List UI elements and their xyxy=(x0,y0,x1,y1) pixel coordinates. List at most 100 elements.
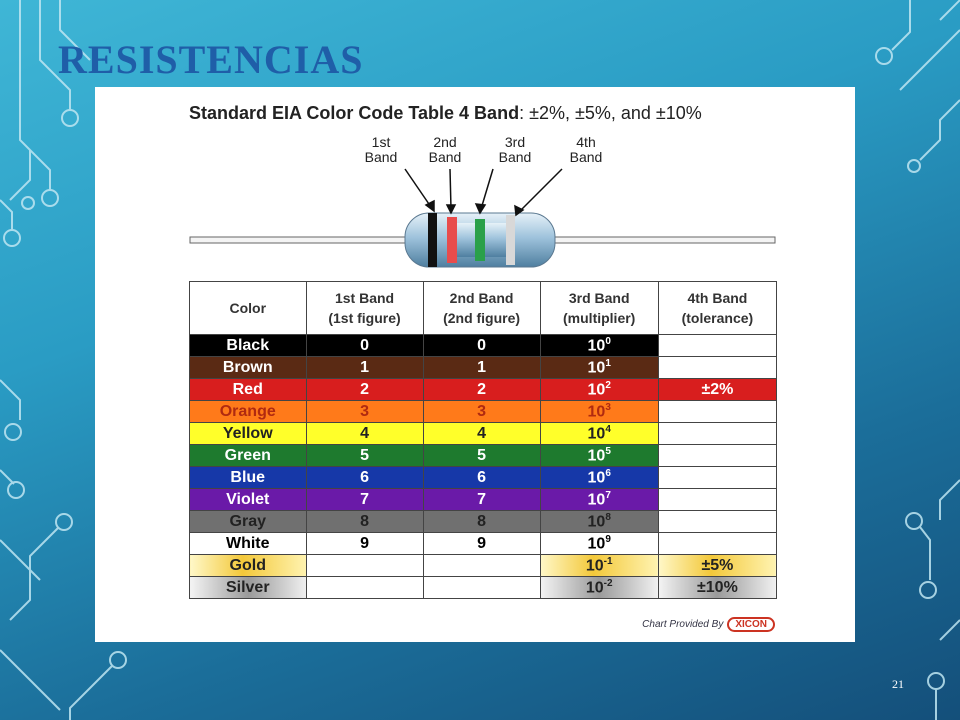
color-code-table: Color 1st Band (1st figure) 2nd Band (2nd … xyxy=(189,281,778,599)
band-1-black xyxy=(428,213,437,267)
table-row: Black 0 0 100 xyxy=(189,334,778,357)
cell-1st-figure: 5 xyxy=(305,444,424,467)
cell-multiplier: 107 xyxy=(539,488,659,511)
cell-multiplier: 10-2 xyxy=(539,576,659,599)
band-label-4: 4th Band xyxy=(569,134,603,165)
cell-2nd-figure: 8 xyxy=(422,510,541,533)
multiplier-exponent: 3 xyxy=(605,401,611,413)
band-label-2: 2nd Band xyxy=(428,134,462,165)
cell-tolerance xyxy=(657,400,778,423)
header-1st-band: 1st Band (1st figure) xyxy=(305,281,424,335)
multiplier-base: 10 xyxy=(585,557,604,575)
band-3-green xyxy=(475,219,485,261)
cell-tolerance xyxy=(657,466,778,489)
multiplier-base: 10 xyxy=(587,403,606,421)
table-header-row: Color 1st Band (1st figure) 2nd Band (2nd … xyxy=(189,281,778,335)
cell-2nd-figure: 0 xyxy=(422,334,541,357)
resistor-body xyxy=(404,212,556,268)
cell-color: Brown xyxy=(189,356,307,379)
multiplier-exponent: 4 xyxy=(605,423,611,435)
cell-color: Silver xyxy=(189,576,307,599)
cell-2nd-figure: 6 xyxy=(422,466,541,489)
cell-multiplier: 108 xyxy=(539,510,659,533)
cell-multiplier: 106 xyxy=(539,466,659,489)
cell-color: Violet xyxy=(189,488,307,511)
cell-1st-figure xyxy=(305,576,424,599)
header-2nd-band: 2nd Band (2nd figure) xyxy=(422,281,541,335)
band-4-silver xyxy=(506,215,515,265)
cell-1st-figure: 2 xyxy=(305,378,424,401)
cell-multiplier: 103 xyxy=(539,400,659,423)
table-row: Brown 1 1 101 xyxy=(189,356,778,379)
chart-title-band: 4 Band xyxy=(459,103,520,123)
table-row: Red 2 2 102 ±2% xyxy=(189,378,778,401)
cell-1st-figure: 3 xyxy=(305,400,424,423)
resistor-illustration xyxy=(189,168,776,268)
cell-multiplier: 105 xyxy=(539,444,659,467)
table-row: Gray 8 8 108 xyxy=(189,510,778,533)
cell-color: Blue xyxy=(189,466,307,489)
multiplier-exponent: 2 xyxy=(605,379,611,391)
cell-color: Yellow xyxy=(189,422,307,445)
multiplier-exponent: -2 xyxy=(603,577,613,589)
cell-2nd-figure xyxy=(422,554,541,577)
multiplier-base: 10 xyxy=(587,381,606,399)
multiplier-exponent: 0 xyxy=(605,335,611,347)
cell-2nd-figure: 2 xyxy=(422,378,541,401)
cell-2nd-figure: 5 xyxy=(422,444,541,467)
table-row: Silver 10-2 ±10% xyxy=(189,576,778,599)
cell-color: Gold xyxy=(189,554,307,577)
slide-title: RESISTENCIAS xyxy=(58,37,364,82)
chart-title: Standard EIA Color Code Table 4 Band: ±2… xyxy=(189,103,702,124)
cell-tolerance: ±10% xyxy=(657,576,778,599)
table-row: White 9 9 109 xyxy=(189,532,778,555)
header-4th-band: 4th Band (tolerance) xyxy=(657,281,778,335)
multiplier-base: 10 xyxy=(587,447,606,465)
cell-multiplier: 100 xyxy=(539,334,659,357)
band-arrows xyxy=(404,168,563,217)
multiplier-exponent: 9 xyxy=(605,533,611,545)
cell-color: White xyxy=(189,532,307,555)
chart-title-main: Standard EIA Color Code Table xyxy=(189,103,455,123)
cell-2nd-figure: 4 xyxy=(422,422,541,445)
cell-color: Orange xyxy=(189,400,307,423)
xicon-logo: XICON xyxy=(727,617,775,632)
cell-tolerance xyxy=(657,422,778,445)
multiplier-base: 10 xyxy=(587,491,606,509)
cell-tolerance: ±5% xyxy=(657,554,778,577)
cell-tolerance xyxy=(657,532,778,555)
table-row: Orange 3 3 103 xyxy=(189,400,778,423)
cell-color: Red xyxy=(189,378,307,401)
cell-1st-figure: 7 xyxy=(305,488,424,511)
chart-title-sub: : ±2%, ±5%, and ±10% xyxy=(519,103,702,123)
cell-multiplier: 109 xyxy=(539,532,659,555)
table-body: Black 0 0 100 Brown 1 1 101 Red 2 2 102 ±2% Orange 3 3 1… xyxy=(189,334,778,599)
cell-2nd-figure xyxy=(422,576,541,599)
cell-multiplier: 102 xyxy=(539,378,659,401)
header-3rd-band: 3rd Band (multiplier) xyxy=(539,281,659,335)
table-row: Green 5 5 105 xyxy=(189,444,778,467)
cell-1st-figure: 8 xyxy=(305,510,424,533)
cell-1st-figure: 1 xyxy=(305,356,424,379)
cell-tolerance xyxy=(657,444,778,467)
cell-2nd-figure: 9 xyxy=(422,532,541,555)
band-label-3: 3rd Band xyxy=(498,134,532,165)
cell-2nd-figure: 3 xyxy=(422,400,541,423)
multiplier-base: 10 xyxy=(587,469,606,487)
multiplier-base: 10 xyxy=(587,359,606,377)
multiplier-base: 10 xyxy=(587,535,606,553)
cell-1st-figure xyxy=(305,554,424,577)
cell-1st-figure: 9 xyxy=(305,532,424,555)
multiplier-exponent: -1 xyxy=(603,555,613,567)
header-color: Color xyxy=(189,281,307,335)
cell-1st-figure: 0 xyxy=(305,334,424,357)
chart-credit: Chart Provided By XICON xyxy=(642,617,775,632)
table-row: Blue 6 6 106 xyxy=(189,466,778,489)
cell-1st-figure: 4 xyxy=(305,422,424,445)
multiplier-base: 10 xyxy=(587,337,606,355)
cell-color: Green xyxy=(189,444,307,467)
cell-2nd-figure: 1 xyxy=(422,356,541,379)
cell-multiplier: 10-1 xyxy=(539,554,659,577)
cell-2nd-figure: 7 xyxy=(422,488,541,511)
